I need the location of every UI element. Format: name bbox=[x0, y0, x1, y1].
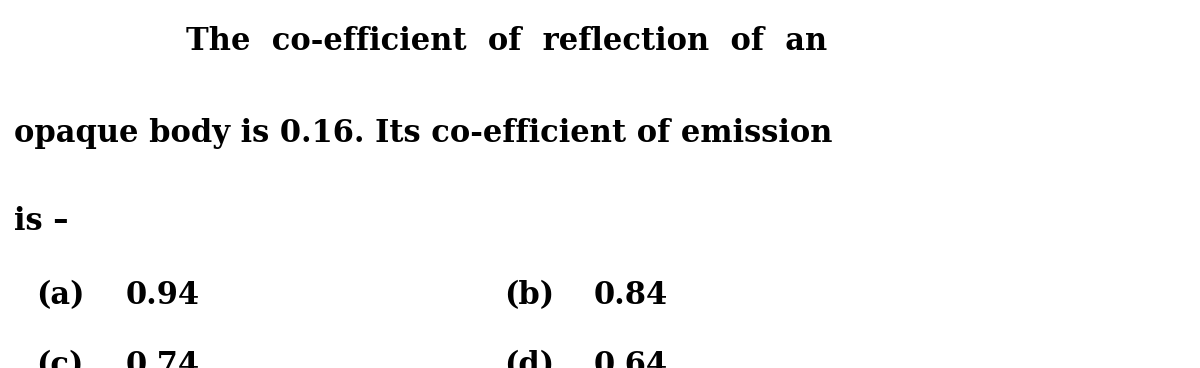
Text: is –: is – bbox=[14, 206, 68, 237]
Text: The  co-efficient  of  reflection  of  an: The co-efficient of reflection of an bbox=[186, 26, 827, 57]
Text: (a): (a) bbox=[36, 280, 84, 311]
Text: 0.94: 0.94 bbox=[126, 280, 200, 311]
Text: opaque body is 0.16. Its co-efficient of emission: opaque body is 0.16. Its co-efficient of… bbox=[14, 118, 833, 149]
Text: (c): (c) bbox=[36, 350, 83, 368]
Text: 0.64: 0.64 bbox=[594, 350, 668, 368]
Text: 0.74: 0.74 bbox=[126, 350, 200, 368]
Text: (b): (b) bbox=[504, 280, 554, 311]
Text: (d): (d) bbox=[504, 350, 554, 368]
Text: 0.84: 0.84 bbox=[594, 280, 668, 311]
